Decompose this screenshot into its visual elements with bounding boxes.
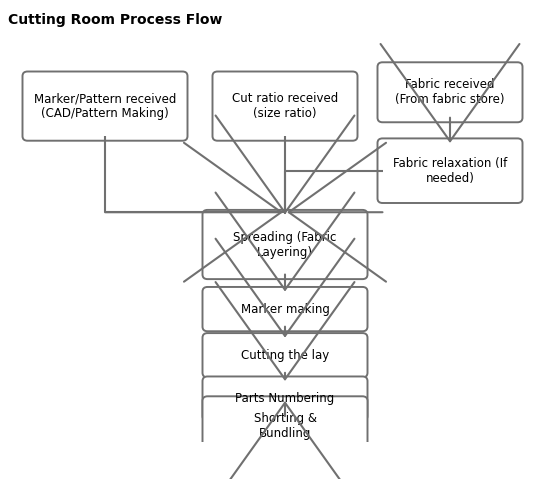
Text: Cutting the lay: Cutting the lay bbox=[241, 349, 329, 362]
FancyBboxPatch shape bbox=[203, 287, 367, 331]
Text: Parts Numbering: Parts Numbering bbox=[235, 392, 334, 405]
FancyBboxPatch shape bbox=[377, 138, 522, 203]
FancyBboxPatch shape bbox=[377, 62, 522, 122]
Text: Cut ratio received
(size ratio): Cut ratio received (size ratio) bbox=[232, 92, 338, 120]
Text: Shorting &
Bundling: Shorting & Bundling bbox=[254, 412, 317, 440]
FancyBboxPatch shape bbox=[203, 333, 367, 377]
Text: Spreading (Fabric
Layering): Spreading (Fabric Layering) bbox=[233, 230, 337, 259]
Text: Fabric received
(From fabric store): Fabric received (From fabric store) bbox=[395, 78, 505, 106]
FancyBboxPatch shape bbox=[212, 71, 358, 141]
Text: Marker/Pattern received
(CAD/Pattern Making): Marker/Pattern received (CAD/Pattern Mak… bbox=[34, 92, 176, 120]
FancyBboxPatch shape bbox=[203, 210, 367, 279]
Text: Fabric relaxation (If
needed): Fabric relaxation (If needed) bbox=[393, 157, 507, 185]
FancyBboxPatch shape bbox=[23, 71, 188, 141]
FancyBboxPatch shape bbox=[203, 376, 367, 421]
FancyBboxPatch shape bbox=[203, 396, 367, 456]
Text: Marker making: Marker making bbox=[241, 303, 330, 316]
Text: Cutting Room Process Flow: Cutting Room Process Flow bbox=[8, 13, 222, 27]
